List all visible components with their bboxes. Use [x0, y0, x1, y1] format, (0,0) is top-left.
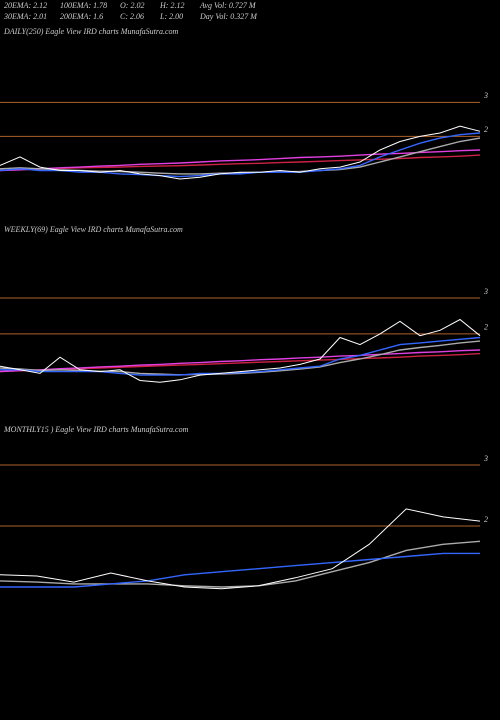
- price-line: [0, 349, 481, 373]
- stat: 200EMA: 1.6: [60, 12, 103, 21]
- stat: H: 2.12: [159, 1, 184, 10]
- stat: 100EMA: 1.78: [60, 1, 107, 10]
- panel-title: WEEKLY(69) Eagle View IRD charts MunafaS…: [4, 225, 183, 234]
- stat: 30EMA: 2.01: [3, 12, 47, 21]
- price-line: [0, 149, 481, 172]
- price-line: [0, 318, 481, 383]
- stat: Avg Vol: 0.727 M: [199, 1, 257, 10]
- panel-title: MONTHLY15 ) Eagle View IRD charts Munafa…: [3, 425, 189, 434]
- stat: Day Vol: 0.327 M: [199, 12, 258, 21]
- stat: L: 2.00: [159, 12, 183, 21]
- stat: C: 2.06: [120, 12, 144, 21]
- header: 20EMA: 2.12 100EMA: 1.78 O: 2.02 H: 2.12…: [3, 1, 258, 21]
- y-tick-label: 2: [484, 515, 488, 524]
- y-tick-label: 3: [483, 454, 488, 463]
- price-line: [0, 508, 481, 590]
- stat: O: 2.02: [120, 1, 144, 10]
- price-line: [0, 132, 481, 178]
- price-line: [0, 336, 481, 376]
- price-line: [0, 340, 481, 376]
- price-line: [0, 552, 480, 588]
- stat: 20EMA: 2.12: [4, 1, 47, 10]
- price-line: [0, 540, 481, 588]
- y-tick-label: 2: [484, 323, 488, 332]
- price-line: [0, 125, 481, 180]
- y-tick-label: 3: [483, 287, 488, 296]
- price-line: [0, 154, 481, 172]
- y-tick-label: 2: [484, 125, 488, 134]
- y-tick-label: 3: [483, 91, 488, 100]
- panel-title: DAILY(250) Eagle View IRD charts MunafaS…: [3, 27, 179, 36]
